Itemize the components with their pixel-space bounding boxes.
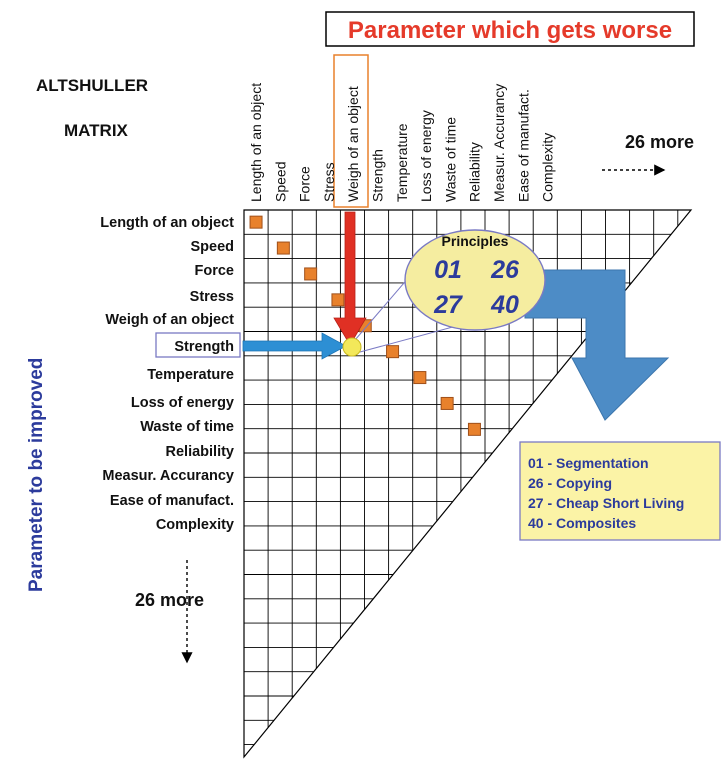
row-label: Ease of manufact. [110,493,234,509]
column-label: Loss of energy [418,110,434,202]
worse-column-highlight [333,54,369,208]
column-label: Temperature [394,123,410,202]
diagonal-cell [304,267,318,281]
worse-title-box: Parameter which gets worse [325,11,695,47]
diagonal-cell [249,215,263,229]
diagonal-cells [249,215,481,436]
column-label: Complexity [540,133,556,202]
column-headers: Length of an object Speed Force Stress Weigh… [248,83,556,202]
column-label: Length of an object [248,83,264,202]
row-label: Force [195,263,235,279]
row-label: Temperature [147,367,234,383]
principles-bubble: Principles 01 26 27 40 [404,229,546,331]
column-label: Waste of time [442,117,458,202]
row-label: Complexity [156,517,234,533]
row-labels: Length of an object Speed Force Stress Weigh… [100,215,234,533]
row-label: Measur. Accurancy [102,468,234,484]
principle-code: 01 [434,256,462,284]
diagonal-cell [331,293,345,307]
improved-row-highlight [155,332,241,358]
column-label: Force [297,166,313,202]
worse-down-arrow [333,211,367,346]
row-label: Speed [190,239,234,255]
row-label: Loss of energy [131,395,234,411]
principles-legend: 01 - Segmentation 26 - Copying 27 - Chea… [519,441,721,541]
column-label: Speed [272,162,288,202]
principle-code: 40 [490,291,519,319]
row-label: Stress [190,289,234,305]
row-label: Strength [174,339,234,355]
big-result-arrow [524,269,670,421]
worse-title: Parameter which gets worse [348,17,672,44]
principle-code: 26 [490,256,520,284]
matrix-outline [243,209,693,759]
column-label: Strength [370,149,386,202]
row-label: Reliability [166,444,235,460]
row-label: Waste of time [140,419,234,435]
column-label: Ease of manufact. [515,89,531,202]
more-rows-label: 26 more [135,590,204,610]
column-label: Stress [321,162,337,202]
diagonal-cell [413,371,427,385]
row-label: Weigh of an object [105,312,234,328]
more-columns-label: 26 more [625,132,694,152]
principles-title: Principles [442,233,509,249]
legend-item: 27 - Cheap Short Living [528,495,684,511]
diagonal-cell [467,422,481,436]
diagonal-cell [276,241,290,255]
diagonal-cell [440,396,454,410]
diagonal-cell [386,345,400,359]
row-label: Length of an object [100,215,234,231]
matrix-title-line2: MATRIX [64,121,129,140]
improved-right-arrow [242,332,347,360]
legend-item: 01 - Segmentation [528,455,649,471]
legend-item: 26 - Copying [528,475,612,491]
principle-code: 27 [433,291,463,319]
intersection-cell [342,337,362,357]
improved-axis-label: Parameter to be improved [26,358,47,592]
matrix-title-line1: ALTSHULLER [36,76,148,95]
column-label: Reliability [467,142,483,202]
column-label: Measur. Accurancy [491,84,507,202]
legend-item: 40 - Composites [528,515,636,531]
column-label: Weigh of an object [345,86,361,202]
